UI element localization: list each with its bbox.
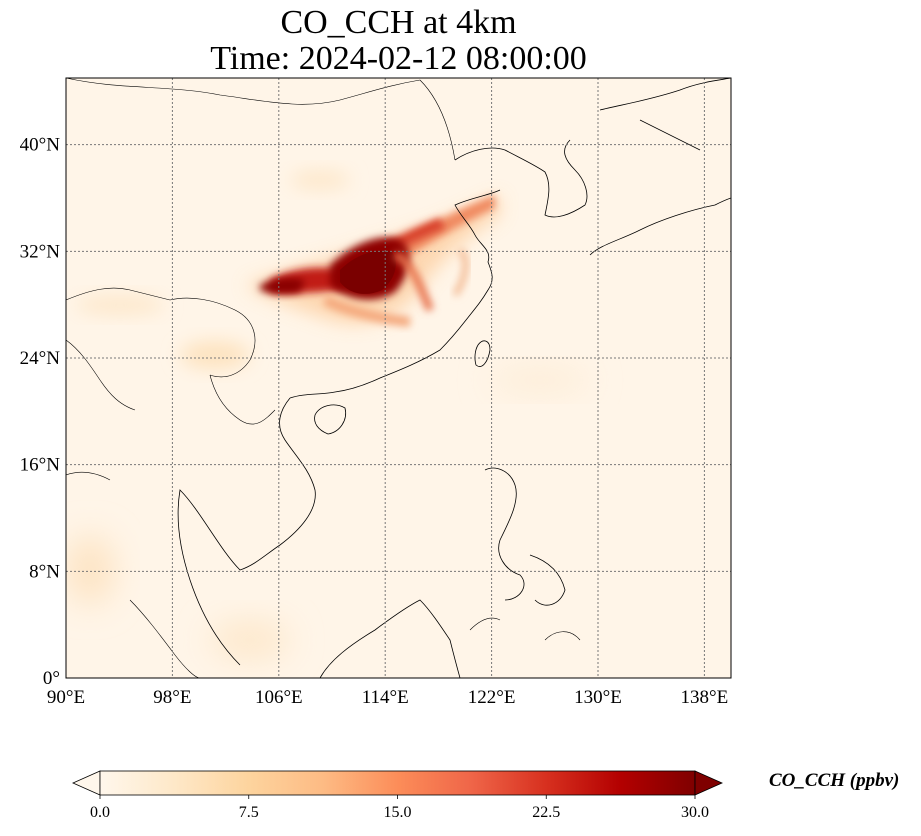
lat-tick-label: 0° [43,668,60,689]
map-background [66,78,731,678]
map-subtitle-time: Time: 2024-02-12 08:00:00 [210,40,587,77]
lon-tick-label: 98°E [153,687,191,708]
lon-tick-label: 138°E [681,687,729,708]
lon-tick-label: 122°E [468,687,516,708]
gridlines [66,78,731,678]
colorbar-tick-label: 15.0 [384,804,412,821]
co-plume [245,195,500,327]
lat-tick-label: 24°N [20,348,61,369]
lat-tick-label: 8°N [29,561,60,582]
colorbar-tick-label: 22.5 [532,804,560,821]
lat-tick-label: 32°N [20,241,61,262]
colorbar: 0.0 7.5 15.0 22.5 30.0 [72,770,723,821]
coastlines-and-borders [66,78,731,678]
colorbar-extend-max [694,770,723,796]
longitude-ticks: 90°E 98°E 106°E 114°E 122°E 130°E 138°E [47,687,728,708]
map-title: CO_CCH at 4km [280,4,517,41]
map-area [66,78,731,678]
colorbar-extend-min [72,770,101,796]
concentration-field-background [66,170,590,660]
colorbar-tick-label: 0.0 [90,804,110,821]
lon-tick-label: 106°E [255,687,303,708]
lat-tick-label: 40°N [20,135,61,156]
lat-tick-label: 16°N [20,455,61,476]
map-frame [65,77,732,679]
colorbar-ticks: 0.0 7.5 15.0 22.5 30.0 [90,795,709,821]
lon-tick-label: 130°E [574,687,622,708]
lon-tick-label: 114°E [362,687,409,708]
colorbar-label: CO_CCH (ppbv) [769,770,900,791]
latitude-ticks: 0° 8°N 16°N 24°N 32°N 40°N [20,135,61,689]
colorbar-gradient [99,770,696,796]
lon-tick-label: 90°E [47,687,85,708]
colorbar-tick-label: 30.0 [681,804,709,821]
colorbar-tick-label: 7.5 [239,804,259,821]
